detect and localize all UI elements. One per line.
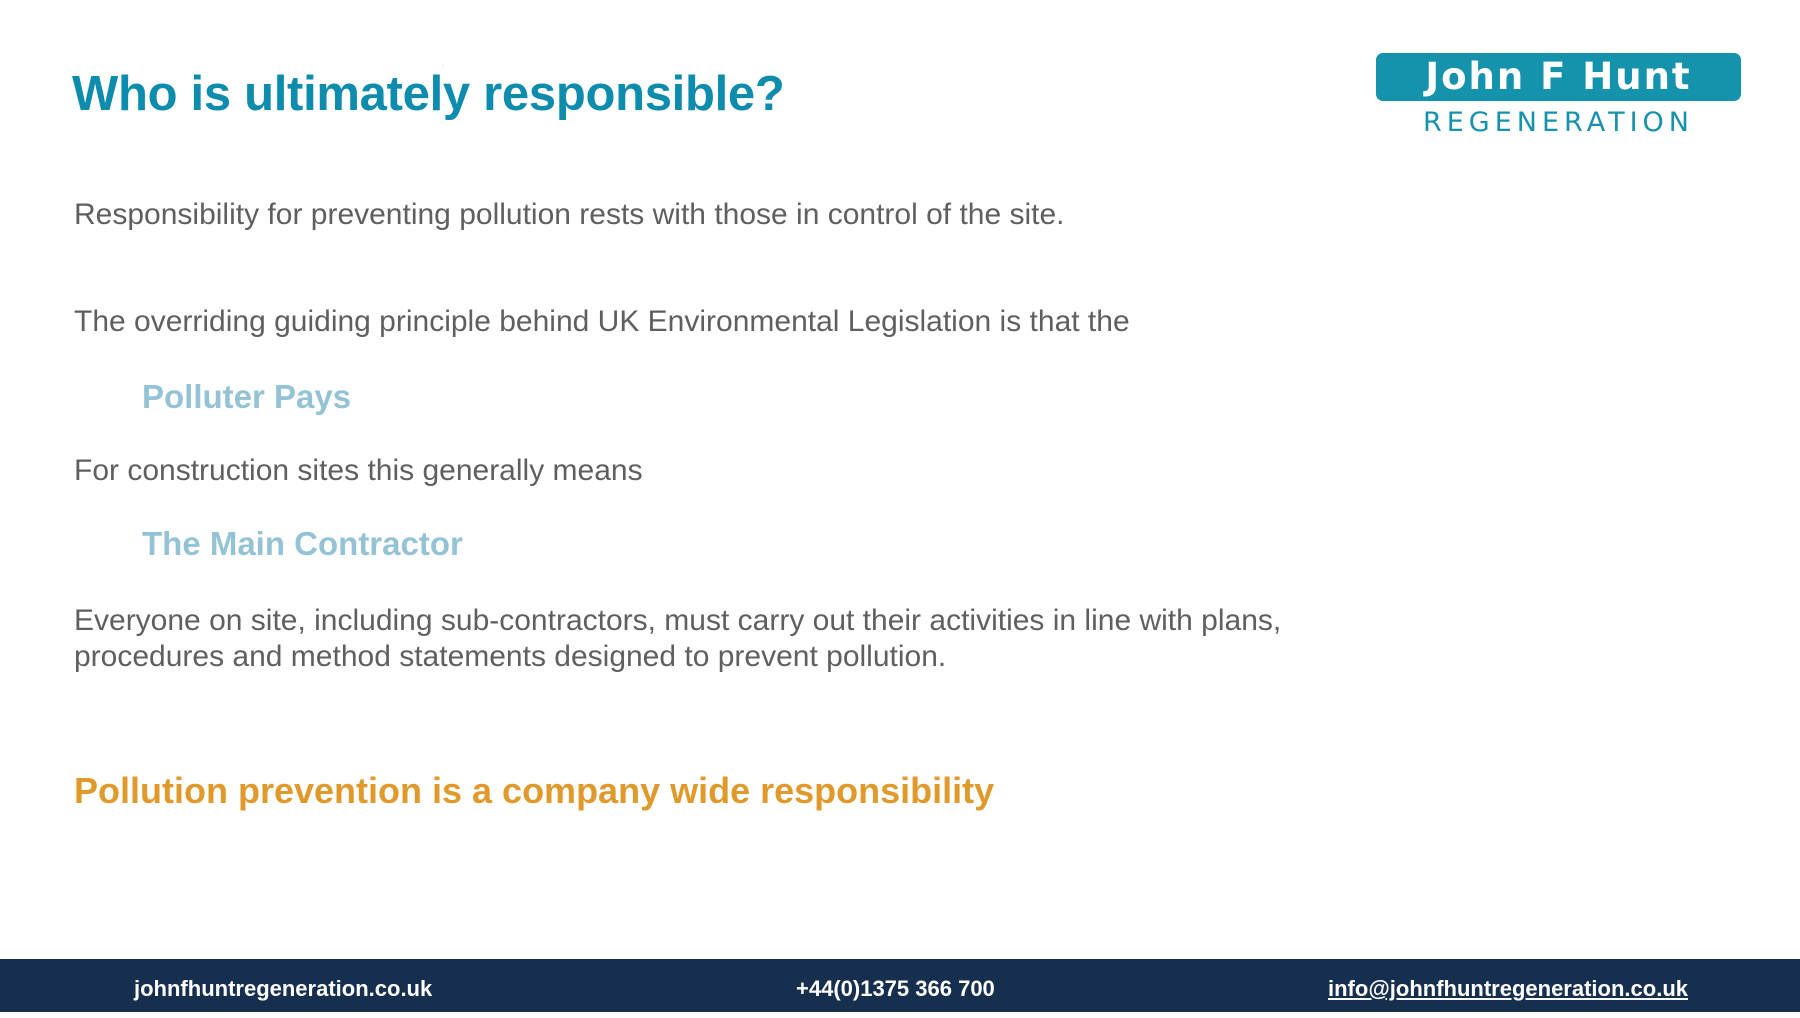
highlight-main-contractor: The Main Contractor xyxy=(142,525,463,562)
footer-email-link[interactable]: info@johnfhuntregeneration.co.uk xyxy=(1328,976,1688,1001)
logo-name: John F Hunt xyxy=(1376,53,1741,101)
footer-bar: johnfhuntregeneration.co.uk +44(0)1375 3… xyxy=(0,959,1800,1012)
company-logo: John F Hunt REGENERATION xyxy=(1376,53,1741,138)
footer-phone: +44(0)1375 366 700 xyxy=(796,976,995,1001)
paragraph-everyone-on-site: Everyone on site, including sub-contract… xyxy=(74,604,1282,673)
footer-website-link[interactable]: johnfhuntregeneration.co.uk xyxy=(134,976,433,1001)
paragraph-responsibility: Responsibility for preventing pollution … xyxy=(74,198,1065,231)
slide-title: Who is ultimately responsible? xyxy=(72,67,785,121)
paragraph-guiding-principle: The overriding guiding principle behind … xyxy=(74,305,1130,338)
highlight-polluter-pays: Polluter Pays xyxy=(142,378,352,415)
paragraph-construction-sites: For construction sites this generally me… xyxy=(74,454,643,487)
callout-company-wide: Pollution prevention is a company wide r… xyxy=(74,770,995,811)
logo-subtitle: REGENERATION xyxy=(1422,107,1694,138)
